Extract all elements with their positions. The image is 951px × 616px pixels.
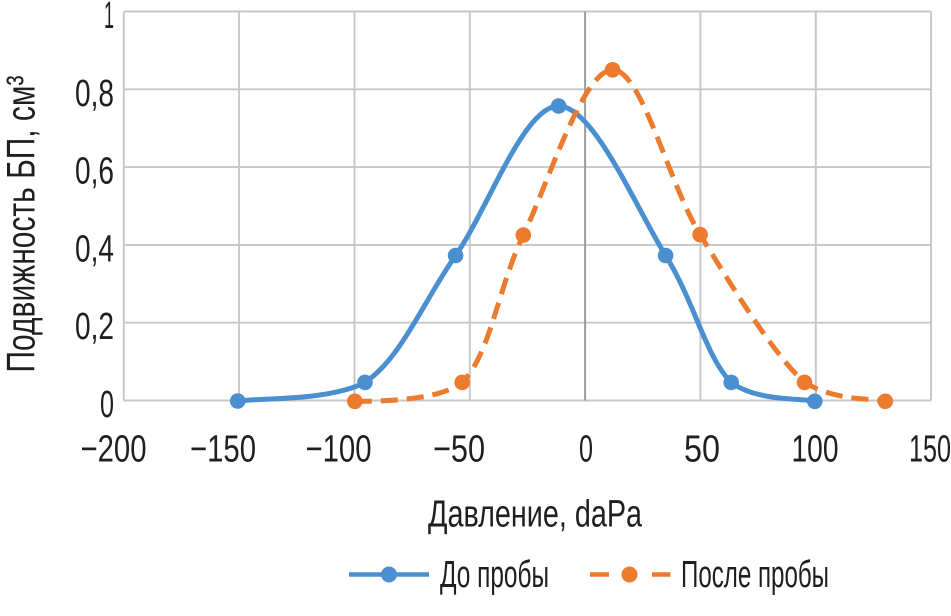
svg-text:0: 0 <box>100 384 114 426</box>
svg-text:50: 50 <box>684 428 720 470</box>
svg-text:−150: −150 <box>190 428 256 470</box>
svg-text:−50: −50 <box>433 428 485 470</box>
svg-text:До пробы: До пробы <box>440 554 549 596</box>
svg-text:После пробы: После пробы <box>681 554 829 596</box>
svg-text:Подвижность БП, см³: Подвижность БП, см³ <box>0 76 44 373</box>
svg-text:0,8: 0,8 <box>75 73 114 115</box>
svg-text:Давление, daPa: Давление, daPa <box>428 494 643 536</box>
svg-text:0,4: 0,4 <box>75 228 114 270</box>
svg-text:0,2: 0,2 <box>75 306 114 348</box>
svg-text:−100: −100 <box>306 428 372 470</box>
svg-text:0: 0 <box>579 428 593 470</box>
svg-text:100: 100 <box>792 428 839 470</box>
svg-text:1: 1 <box>104 0 114 37</box>
svg-text:0,6: 0,6 <box>75 151 114 193</box>
svg-text:150: 150 <box>909 428 951 470</box>
svg-text:−200: −200 <box>81 428 147 470</box>
